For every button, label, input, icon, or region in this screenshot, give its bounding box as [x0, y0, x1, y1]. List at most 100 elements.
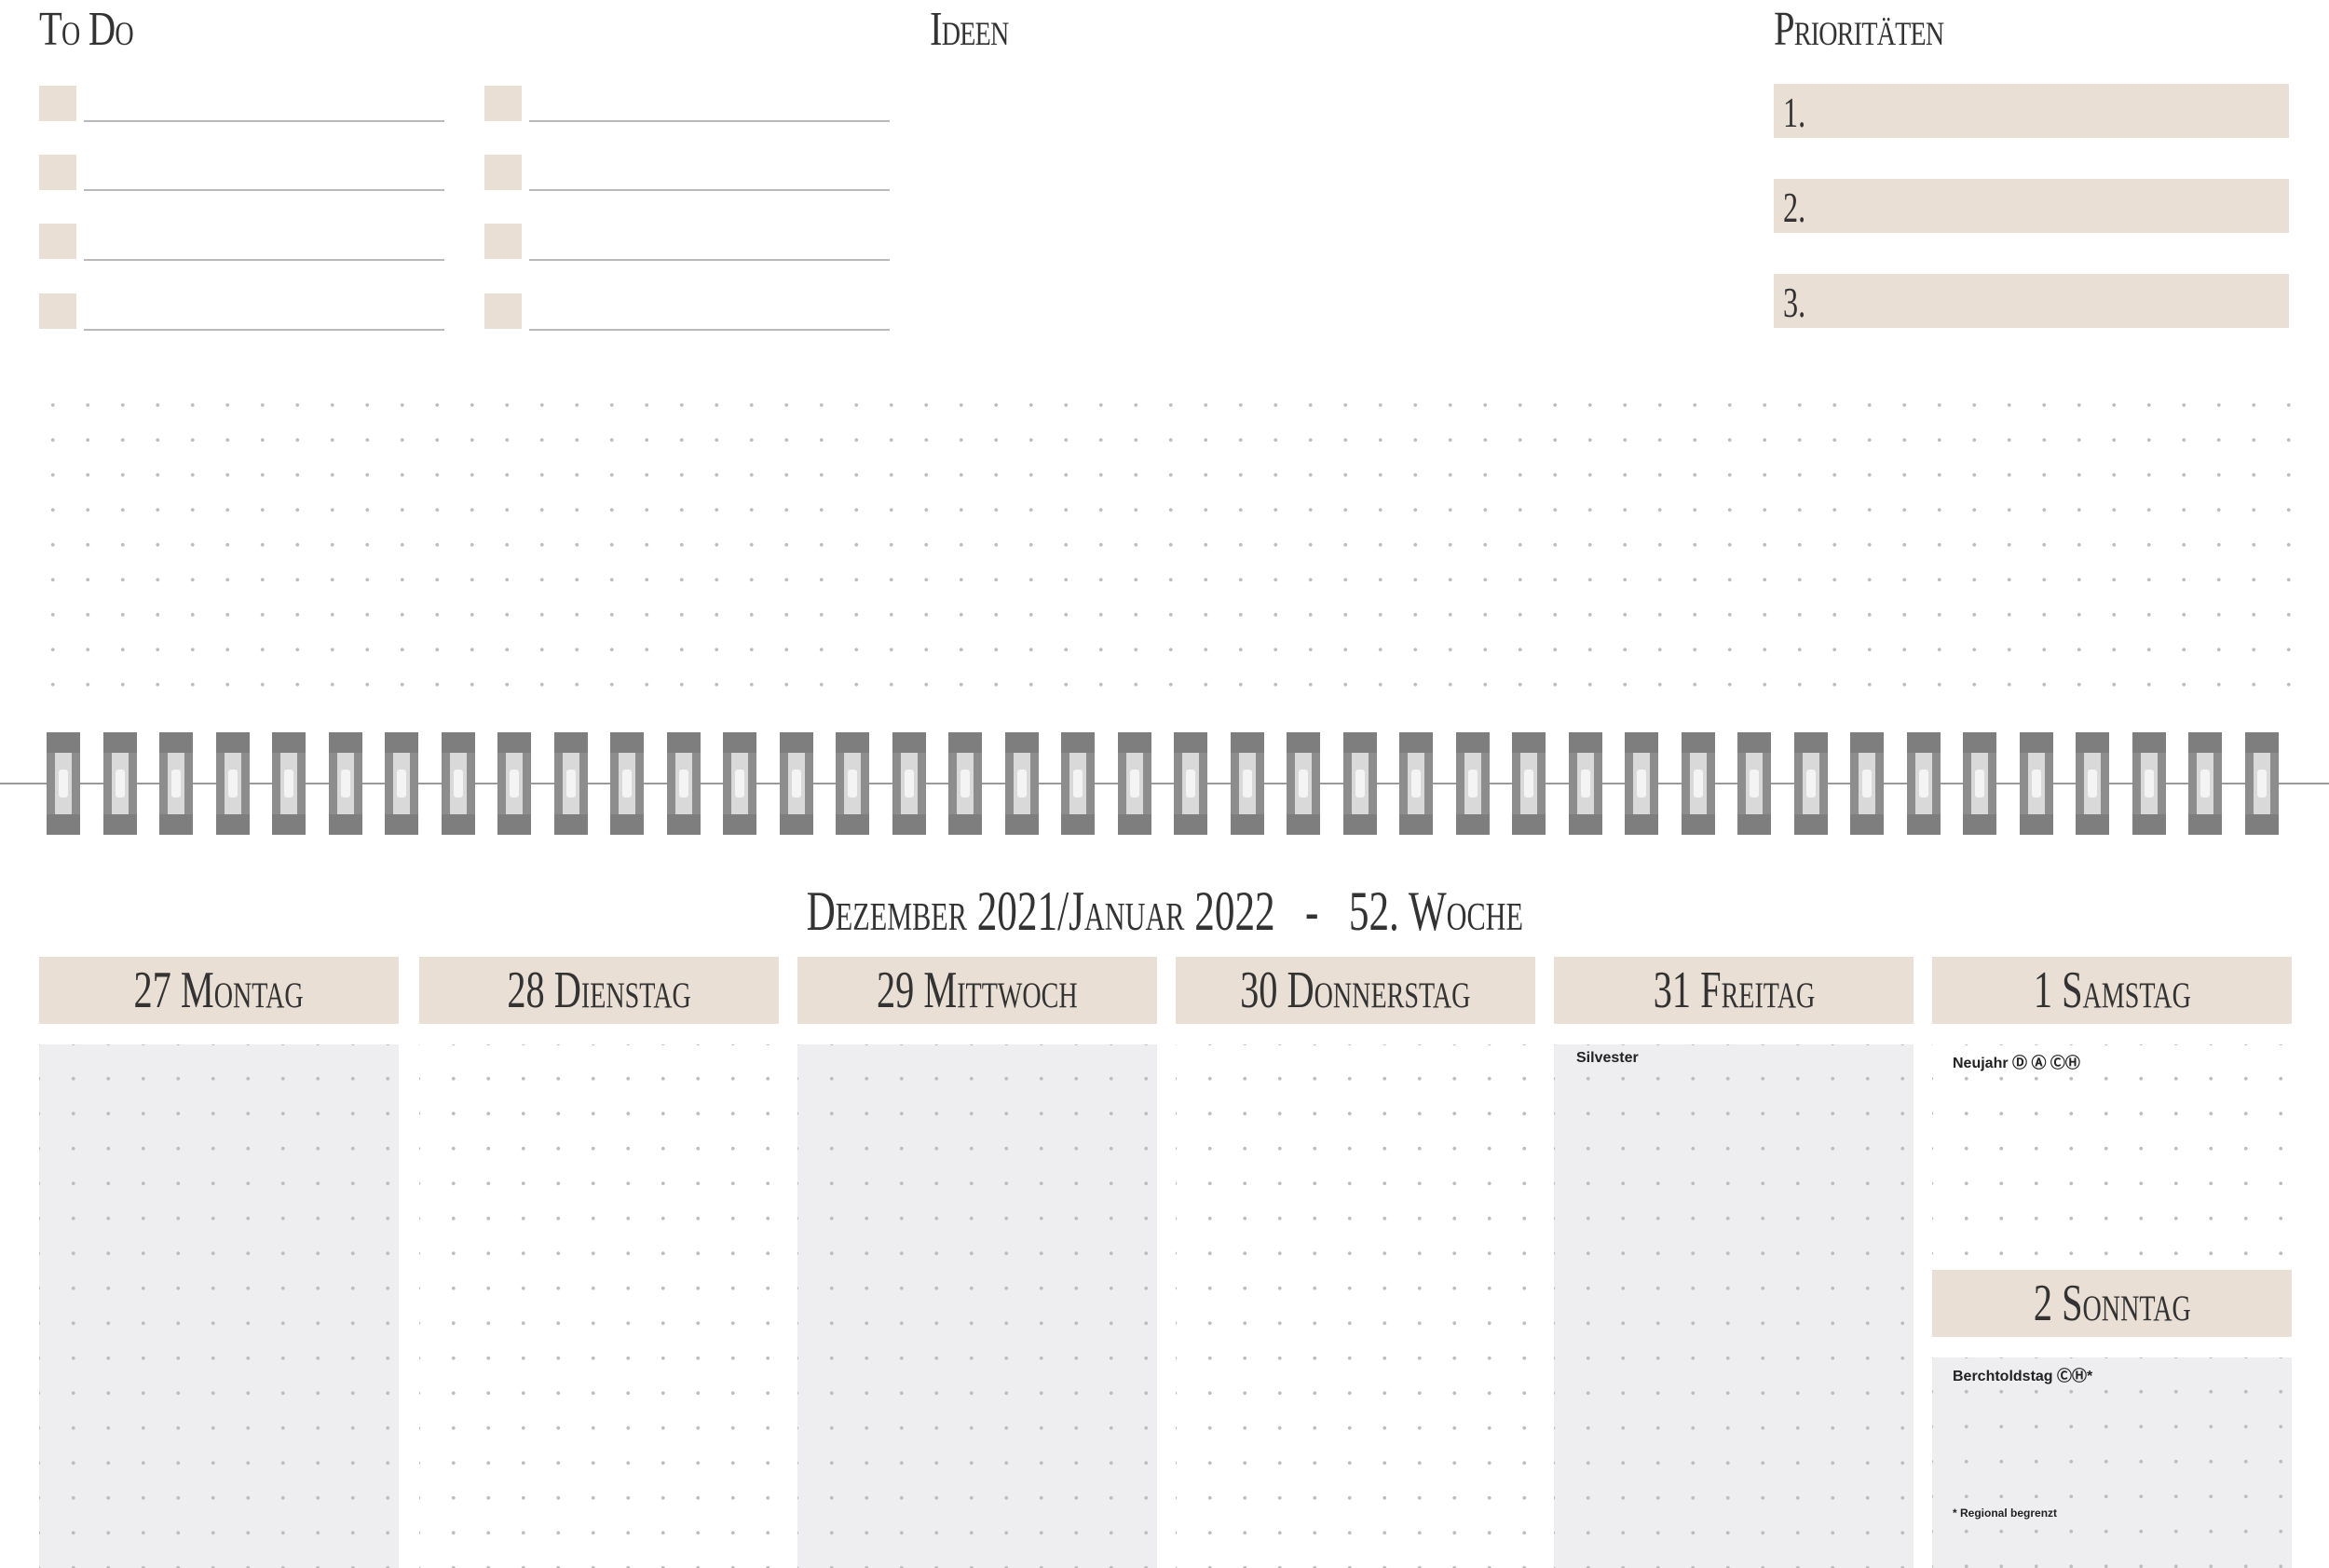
- todo-title: To Do: [39, 3, 134, 56]
- binding-ring: [1737, 732, 1771, 835]
- holiday-note: Silvester: [1576, 1050, 1639, 1066]
- todo-checkbox[interactable]: [39, 224, 76, 259]
- binding-ring: [1907, 732, 1941, 835]
- binding-ring: [1794, 732, 1828, 835]
- binding-ring: [159, 732, 193, 835]
- binding-ring: [1399, 732, 1433, 835]
- day-column-saturday[interactable]: Neujahr Ⓓ Ⓐ ⒸⒽ: [1932, 1044, 2292, 1263]
- dot-grid: [419, 1044, 779, 1568]
- binding-ring: [1005, 732, 1039, 835]
- day-label: 28 Dienstag: [507, 961, 691, 1019]
- binding-ring: [892, 732, 926, 835]
- todo-line[interactable]: [529, 120, 890, 122]
- day-column-wednesday[interactable]: [797, 1044, 1157, 1568]
- binding-ring: [1625, 732, 1658, 835]
- priorities-title: Prioritäten: [1774, 3, 1944, 56]
- holiday-note: Neujahr Ⓓ Ⓐ ⒸⒽ: [1953, 1056, 2080, 1071]
- todo-line[interactable]: [84, 329, 444, 331]
- todo-checkbox[interactable]: [484, 293, 522, 329]
- day-label: 29 Mittwoch: [877, 961, 1078, 1019]
- binding-ring: [1456, 732, 1490, 835]
- binding-ring: [1174, 732, 1207, 835]
- dot-grid-notes[interactable]: [28, 380, 2301, 697]
- todo-checkbox[interactable]: [484, 86, 522, 121]
- todo-line[interactable]: [84, 189, 444, 191]
- priority-number: 3.: [1783, 279, 1806, 326]
- todo-line[interactable]: [529, 259, 890, 261]
- binding-line: [0, 783, 2329, 784]
- binding-ring: [272, 732, 306, 835]
- todo-checkbox[interactable]: [39, 155, 76, 190]
- week-number: 52. Woche: [1348, 880, 1523, 942]
- binding-ring: [103, 732, 137, 835]
- todo-line[interactable]: [84, 259, 444, 261]
- binding-ring: [385, 732, 418, 835]
- todo-line[interactable]: [529, 329, 890, 331]
- day-label: 27 Montag: [133, 961, 305, 1019]
- todo-line[interactable]: [84, 120, 444, 122]
- binding-ring: [1569, 732, 1602, 835]
- footnote: * Regional begrenzt: [1953, 1507, 2058, 1520]
- binding-ring: [1343, 732, 1377, 835]
- binding-ring: [610, 732, 644, 835]
- priority-field-1[interactable]: 1.: [1774, 84, 2289, 138]
- binding-ring: [2245, 732, 2279, 835]
- binding-ring: [948, 732, 982, 835]
- dot-grid: [1176, 1044, 1535, 1568]
- dot-grid: [1932, 1044, 2292, 1263]
- day-header-thursday: 30 Donnerstag: [1176, 957, 1535, 1024]
- binding-ring: [554, 732, 588, 835]
- day-column-monday[interactable]: [39, 1044, 399, 1568]
- binding-ring: [2132, 732, 2166, 835]
- priority-number: 2.: [1783, 184, 1806, 231]
- week-title: Dezember 2021/Januar 2022 - 52. Woche: [0, 883, 2329, 939]
- dot-grid: [1932, 1357, 2292, 1568]
- dot-grid: [797, 1044, 1157, 1568]
- todo-checkbox[interactable]: [39, 86, 76, 121]
- title-separator: -: [1304, 880, 1319, 942]
- todo-checkbox[interactable]: [484, 155, 522, 190]
- day-label: 31 Freitag: [1653, 961, 1815, 1019]
- binding-ring: [2020, 732, 2053, 835]
- day-column-sunday[interactable]: Berchtoldstag ⒸⒽ* * Regional begrenzt: [1932, 1357, 2292, 1568]
- day-header-monday: 27 Montag: [39, 957, 399, 1024]
- day-label: 30 Donnerstag: [1240, 961, 1471, 1019]
- binding-ring: [1287, 732, 1320, 835]
- binding-ring: [723, 732, 756, 835]
- todo-checkbox[interactable]: [39, 293, 76, 329]
- binding-ring: [1963, 732, 1996, 835]
- day-header-saturday: 1 Samstag: [1932, 957, 2292, 1024]
- day-header-tuesday: 28 Dienstag: [419, 957, 779, 1024]
- binding-ring: [442, 732, 475, 835]
- binding-ring: [497, 732, 531, 835]
- binding-ring: [2188, 732, 2222, 835]
- binding-ring: [1512, 732, 1546, 835]
- priority-field-2[interactable]: 2.: [1774, 179, 2289, 233]
- day-header-wednesday: 29 Mittwoch: [797, 957, 1157, 1024]
- day-column-tuesday[interactable]: [419, 1044, 779, 1568]
- binding-ring: [836, 732, 869, 835]
- binding-ring: [1682, 732, 1715, 835]
- dot-grid: [1554, 1044, 1914, 1568]
- binding-ring: [1061, 732, 1095, 835]
- dot-grid: [39, 1044, 399, 1568]
- todo-checkbox[interactable]: [484, 224, 522, 259]
- binding-ring: [1850, 732, 1884, 835]
- todo-line[interactable]: [529, 189, 890, 191]
- day-label: 1 Samstag: [2033, 961, 2191, 1019]
- binding-ring: [667, 732, 701, 835]
- ideas-title: Ideen: [930, 3, 1009, 56]
- binding-ring: [1118, 732, 1151, 835]
- day-column-thursday[interactable]: [1176, 1044, 1535, 1568]
- binding-ring: [780, 732, 813, 835]
- day-header-friday: 31 Freitag: [1554, 957, 1914, 1024]
- day-header-sunday: 2 Sonntag: [1932, 1270, 2292, 1337]
- binding-ring: [2076, 732, 2109, 835]
- month-range: Dezember 2021/Januar 2022: [806, 880, 1275, 942]
- priority-field-3[interactable]: 3.: [1774, 274, 2289, 328]
- binding-ring: [329, 732, 362, 835]
- day-column-friday[interactable]: Silvester: [1554, 1044, 1914, 1568]
- holiday-note: Berchtoldstag ⒸⒽ*: [1953, 1369, 2093, 1384]
- binding-ring: [47, 732, 80, 835]
- day-label: 2 Sonntag: [2033, 1275, 2191, 1332]
